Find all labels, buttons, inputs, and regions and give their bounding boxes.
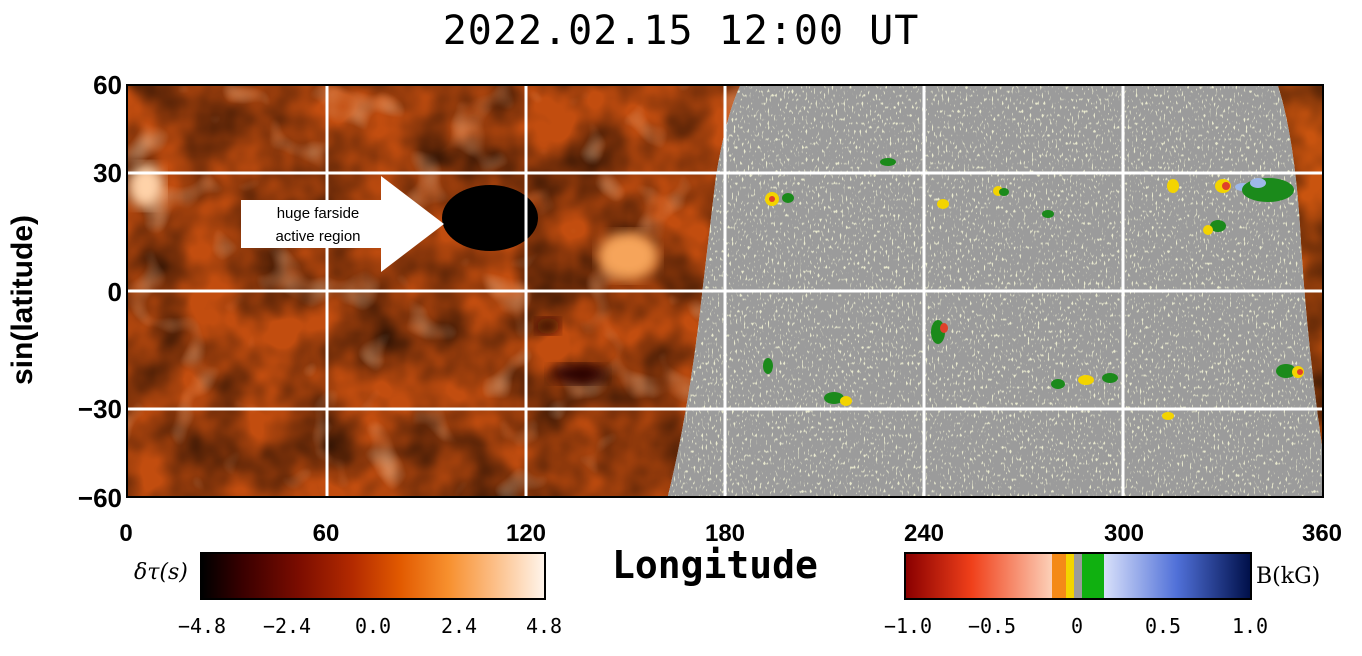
flux-patch bbox=[937, 199, 949, 209]
flux-patch bbox=[880, 158, 896, 166]
magnetogram-colorbar-tick: −1.0 bbox=[883, 614, 933, 638]
flux-patch bbox=[840, 396, 852, 406]
y-tick-neg30: −30 bbox=[77, 394, 122, 424]
farside-colorbar-label: δτ(s) bbox=[134, 560, 188, 585]
map-svg: huge farside active region bbox=[128, 86, 1322, 496]
flux-patch bbox=[1042, 210, 1054, 218]
magnetogram-colorbar-tick: −0.5 bbox=[967, 614, 1017, 638]
magnetogram-colorbar bbox=[904, 552, 1252, 600]
arrow-shape bbox=[241, 176, 444, 272]
magnetogram-colorbar-tick: 0.5 bbox=[1144, 614, 1182, 638]
x-tick-180: 180 bbox=[704, 520, 746, 547]
annotation-line2: active region bbox=[275, 228, 360, 245]
flux-patch bbox=[824, 392, 844, 404]
flux-patch bbox=[1051, 379, 1065, 389]
flux-patch bbox=[769, 196, 775, 202]
farside-bright-patch bbox=[128, 164, 164, 208]
magnetogram-colorbar-tick: 0 bbox=[1070, 614, 1084, 638]
x-axis-label: Longitude bbox=[612, 543, 818, 587]
flux-patch bbox=[1210, 220, 1226, 232]
x-tick-60: 60 bbox=[312, 520, 340, 547]
flux-patch bbox=[1250, 178, 1266, 188]
annotation-line1: huge farside bbox=[277, 205, 360, 222]
annotation-arrow: huge farside active region bbox=[241, 176, 444, 272]
farside-colorbar-tick: −2.4 bbox=[262, 614, 312, 638]
farside-dark-patch bbox=[550, 364, 606, 384]
y-tick-0: 0 bbox=[107, 277, 122, 307]
farside-bright-patch bbox=[598, 232, 658, 280]
y-tick-30: 30 bbox=[93, 158, 122, 188]
synoptic-map: huge farside active region bbox=[126, 84, 1324, 498]
magnetic-flux-patches bbox=[763, 158, 1304, 420]
x-tick-240: 240 bbox=[903, 520, 945, 547]
farside-colorbar-tick: 2.4 bbox=[440, 614, 478, 638]
farside-active-region bbox=[442, 185, 538, 251]
flux-patch bbox=[1078, 375, 1094, 385]
flux-patch bbox=[1203, 225, 1213, 235]
x-tick-120: 120 bbox=[505, 520, 547, 547]
flux-patch bbox=[1162, 412, 1174, 420]
y-tick-60: 60 bbox=[93, 70, 122, 100]
flux-patch bbox=[763, 358, 773, 374]
flux-patch bbox=[940, 323, 948, 333]
flux-patch bbox=[1242, 178, 1294, 202]
y-axis-label-text: sin(latitude) bbox=[6, 215, 39, 385]
x-tick-0: 0 bbox=[119, 520, 133, 547]
y-axis-label: sin(latitude) bbox=[6, 215, 40, 385]
x-tick-360: 360 bbox=[1301, 520, 1343, 547]
y-tick-neg60: −60 bbox=[77, 483, 122, 513]
farside-colorbar-tick: 4.8 bbox=[525, 614, 563, 638]
flux-patch bbox=[999, 188, 1009, 196]
flux-patch bbox=[1222, 182, 1230, 190]
farside-colorbar bbox=[200, 552, 546, 600]
flux-patch bbox=[1276, 364, 1296, 378]
farside-right-edge-mottling bbox=[1278, 86, 1322, 446]
flux-patch bbox=[1167, 179, 1179, 193]
magnetogram-colorbar-tick: 1.0 bbox=[1231, 614, 1269, 638]
farside-map bbox=[128, 86, 1322, 496]
flux-patch bbox=[1102, 373, 1118, 383]
farside-dark-patch bbox=[536, 318, 560, 334]
magnetogram-colorbar-label: B(kG) bbox=[1256, 564, 1321, 589]
x-tick-300: 300 bbox=[1103, 520, 1145, 547]
farside-colorbar-tick: 0.0 bbox=[354, 614, 392, 638]
chart-title: 2022.02.15 12:00 UT bbox=[442, 8, 920, 54]
flux-patch bbox=[782, 193, 794, 203]
farside-colorbar-tick: −4.8 bbox=[177, 614, 227, 638]
magnetogram-colorbar-fill bbox=[906, 554, 1250, 598]
grid-lines bbox=[128, 86, 1322, 496]
flux-patch bbox=[1297, 369, 1303, 375]
